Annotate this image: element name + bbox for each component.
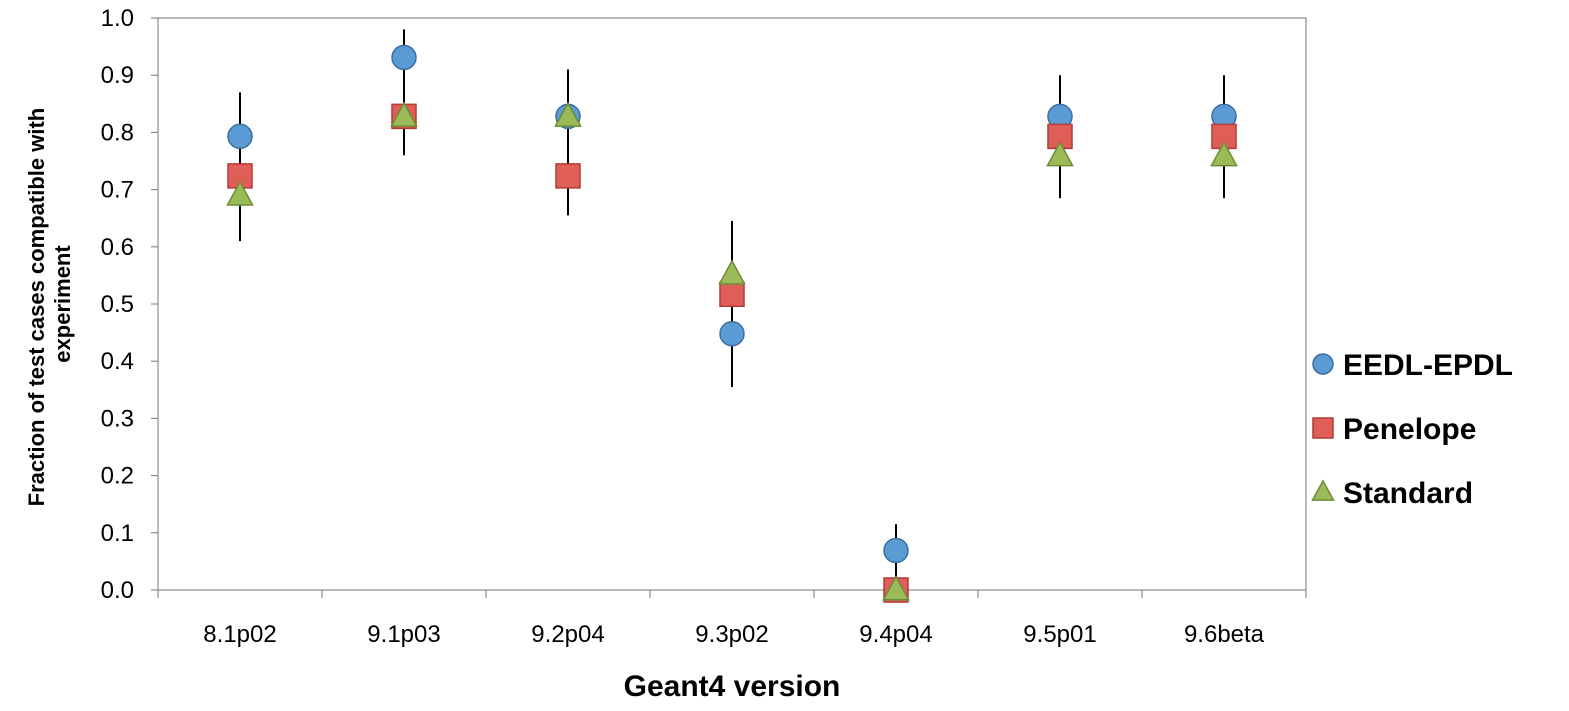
data-point xyxy=(1046,140,1074,167)
data-point xyxy=(882,575,910,601)
data-point xyxy=(226,180,254,206)
x-tick-label: 9.1p03 xyxy=(367,621,440,648)
legend-label: Penelope xyxy=(1343,413,1476,446)
y-axis-title-line-1: Fraction of test cases compatible with xyxy=(24,108,49,507)
error-bars xyxy=(239,29,1225,590)
legend-marker-circle xyxy=(1312,353,1334,375)
data-point xyxy=(227,123,253,150)
data-point xyxy=(719,320,745,347)
legend-label: Standard xyxy=(1343,477,1473,510)
data-point xyxy=(718,259,746,285)
y-tick-label: 0.5 xyxy=(101,291,134,318)
y-tick-label: 0.9 xyxy=(101,62,134,89)
y-tick-label: 0.1 xyxy=(101,520,134,547)
y-tick-label: 0.4 xyxy=(101,348,134,375)
y-tick-label: 0.3 xyxy=(101,405,134,432)
legend-marker-triangle xyxy=(1311,479,1335,501)
x-tick-label: 9.3p02 xyxy=(695,621,768,648)
x-tick-label: 9.6beta xyxy=(1184,621,1265,648)
data-point xyxy=(391,44,417,71)
series-standard xyxy=(226,101,1238,601)
x-tick-label: 8.1p02 xyxy=(203,621,276,648)
y-tick-label: 0.6 xyxy=(101,234,134,261)
y-tick-label: 1.0 xyxy=(101,5,134,32)
data-markers xyxy=(226,44,1238,603)
data-point xyxy=(883,537,909,564)
y-tick-label: 0.8 xyxy=(101,119,134,146)
legend-label: EEDL-EPDL xyxy=(1343,349,1513,382)
x-tick-label: 9.4p04 xyxy=(859,621,932,648)
y-axis: 0.0 0.1 0.2 0.3 0.4 0.5 0.6 0.7 0.8 0.9 1.0 xyxy=(101,5,159,604)
y-axis-title: Fraction of test cases compatible with e… xyxy=(24,102,75,507)
data-point xyxy=(1210,140,1238,167)
x-axis-title: Geant4 version xyxy=(624,670,841,703)
data-point xyxy=(555,163,581,189)
y-axis-title-line-2: experiment xyxy=(50,245,75,363)
x-tick-label: 9.5p01 xyxy=(1023,621,1096,648)
x-axis: 8.1p02 9.1p03 9.2p04 9.3p02 9.4p04 9.5p01 9.6b… xyxy=(157,589,1307,648)
y-tick-label: 0.2 xyxy=(101,463,134,490)
y-tick-label: 0.0 xyxy=(101,577,134,604)
legend-marker-square xyxy=(1312,417,1334,439)
legend: EEDL-EPDL Penelope Standard xyxy=(1311,349,1513,510)
x-tick-label: 9.2p04 xyxy=(531,621,604,648)
y-tick-label: 0.7 xyxy=(101,177,134,204)
data-point xyxy=(719,281,745,308)
data-point xyxy=(390,101,418,127)
data-point xyxy=(554,101,582,127)
